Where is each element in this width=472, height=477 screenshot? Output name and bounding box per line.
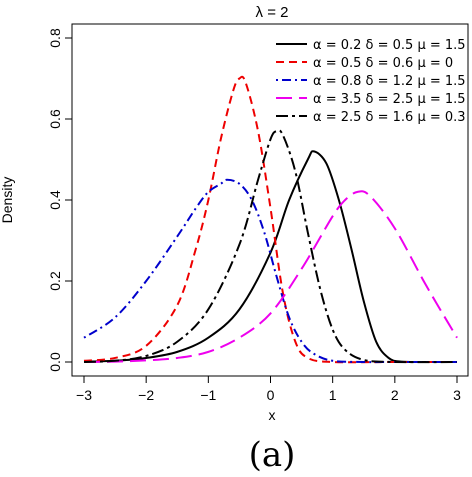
series-lines bbox=[83, 75, 458, 364]
x-axis-label: x bbox=[269, 407, 276, 423]
figure-caption: (a) bbox=[249, 435, 296, 475]
x-tick-label: −2 bbox=[138, 387, 154, 403]
y-tick-label: 0.0 bbox=[47, 352, 63, 372]
x-tick-label: −1 bbox=[200, 387, 216, 403]
y-axis-label: Density bbox=[0, 177, 15, 224]
legend-label-1: α = 0.2 δ = 0.5 μ = 1.5 bbox=[313, 38, 466, 53]
y-tick-label: 0.4 bbox=[47, 190, 63, 210]
series-line-4 bbox=[83, 190, 458, 363]
x-tick-label: −3 bbox=[76, 387, 92, 403]
series-line-3 bbox=[83, 178, 457, 364]
series-line-5 bbox=[83, 129, 458, 364]
chart-title: λ = 2 bbox=[256, 4, 289, 21]
series-line-1 bbox=[83, 150, 458, 364]
axes-ticks: −3 −2 −1 0 1 2 3 0.0 0.2 0.4 0.6 0.8 bbox=[47, 28, 461, 403]
x-tick-label: 3 bbox=[453, 387, 461, 403]
y-tick-label: 0.8 bbox=[47, 28, 63, 48]
x-tick-label: 2 bbox=[391, 387, 399, 403]
legend-label-4: α = 3.5 δ = 2.5 μ = 1.5 bbox=[313, 92, 466, 107]
legend-label-3: α = 0.8 δ = 1.2 μ = 1.5 bbox=[313, 74, 466, 89]
series-line-2 bbox=[83, 75, 457, 364]
y-tick-label: 0.6 bbox=[47, 109, 63, 129]
legend: α = 0.2 δ = 0.5 μ = 1.5 α = 0.5 δ = 0.6 μ… bbox=[276, 38, 466, 125]
legend-label-2: α = 0.5 δ = 0.6 μ = 0 bbox=[313, 56, 453, 71]
x-tick-label: 0 bbox=[267, 387, 275, 403]
y-tick-label: 0.2 bbox=[47, 271, 63, 291]
legend-label-5: α = 2.5 δ = 1.6 μ = 0.3 bbox=[313, 110, 466, 125]
x-tick-label: 1 bbox=[329, 387, 337, 403]
